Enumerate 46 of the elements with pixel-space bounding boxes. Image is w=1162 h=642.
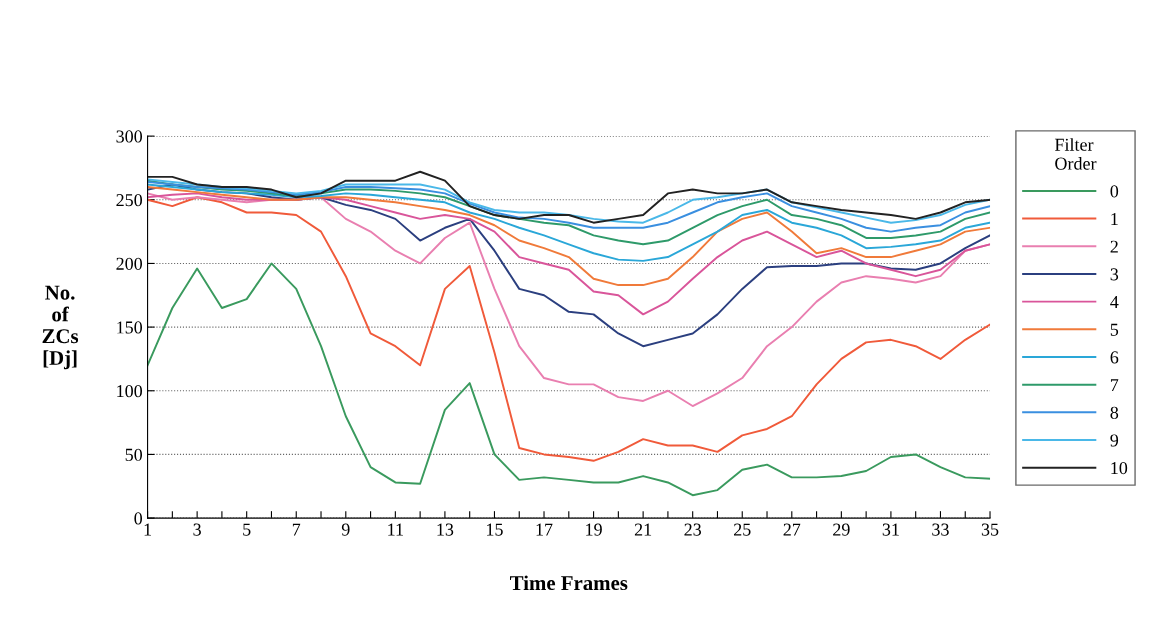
x-tick-label: 29 xyxy=(833,523,850,536)
legend-label: 5 xyxy=(1110,323,1119,336)
legend-label: 2 xyxy=(1110,240,1118,253)
y-tick-label: 100 xyxy=(117,385,143,398)
line-series xyxy=(147,183,991,262)
x-tick-label: 11 xyxy=(388,523,403,536)
line-series xyxy=(147,262,991,497)
x-tick-label: 15 xyxy=(487,523,503,536)
legend-label: 10 xyxy=(1111,462,1128,475)
legend-label: 6 xyxy=(1110,351,1119,364)
x-axis-title: Time Frames xyxy=(510,575,628,591)
legend-label: 3 xyxy=(1110,268,1119,281)
x-tick-label: 7 xyxy=(292,523,301,536)
x-tick-label: 13 xyxy=(437,523,454,536)
line-series xyxy=(147,192,991,316)
x-tick-label: 1 xyxy=(144,523,151,536)
legend-title: Filter Order xyxy=(1054,138,1097,170)
line-series xyxy=(147,196,991,462)
y-tick-label: 50 xyxy=(125,448,143,461)
x-tick-label: 9 xyxy=(341,523,350,536)
line-series xyxy=(147,183,991,348)
x-tick-label: 21 xyxy=(634,523,652,536)
x-tick-label: 17 xyxy=(536,523,553,536)
x-tick-label: 25 xyxy=(734,523,751,536)
x-tick-label: 23 xyxy=(684,523,702,536)
y-tick-label: 200 xyxy=(116,257,143,270)
y-tick-label: 150 xyxy=(117,321,143,334)
legend-label: 1 xyxy=(1111,212,1118,225)
y-axis-title: No. of ZCs [Dj] xyxy=(42,285,79,370)
line-series xyxy=(147,180,991,233)
legend-label: 4 xyxy=(1110,296,1119,308)
x-tick-label: 19 xyxy=(586,523,602,536)
legend-label: 0 xyxy=(1110,185,1119,198)
x-tick-label: 27 xyxy=(783,523,801,536)
line-series xyxy=(147,186,991,287)
legend-label: 8 xyxy=(1110,406,1119,419)
y-tick-label: 300 xyxy=(116,130,143,143)
y-tick-label: 250 xyxy=(116,194,143,207)
legend-label: 9 xyxy=(1110,434,1119,447)
y-tick-label: 0 xyxy=(134,512,143,525)
x-tick-label: 33 xyxy=(932,523,949,536)
legend-label: 7 xyxy=(1110,379,1119,391)
x-tick-label: 5 xyxy=(243,523,251,536)
x-tick-label: 3 xyxy=(193,523,201,536)
x-tick-label: 35 xyxy=(981,523,999,536)
x-tick-label: 31 xyxy=(882,523,899,536)
